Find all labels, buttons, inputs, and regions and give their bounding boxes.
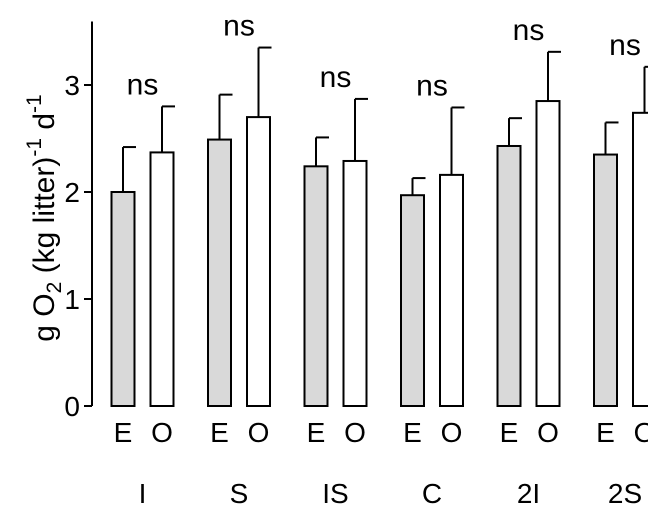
y-tick-label: 0	[64, 391, 80, 422]
bar	[593, 153, 618, 407]
significance-label: ns	[223, 10, 255, 43]
x-sublabel: E	[596, 417, 615, 448]
significance-label: ns	[320, 61, 352, 94]
bar	[496, 144, 522, 408]
x-sublabel: O	[634, 417, 648, 448]
x-sublabel: O	[344, 417, 366, 448]
x-sublabel: E	[500, 417, 519, 448]
y-tick-label: 2	[64, 177, 80, 208]
bar	[207, 138, 232, 407]
bar	[110, 191, 136, 407]
x-sublabel: O	[441, 417, 463, 448]
bar	[149, 151, 175, 407]
category-label: I	[139, 478, 147, 509]
bar	[303, 165, 329, 407]
y-tick-label: 1	[64, 284, 80, 315]
x-sublabel: O	[248, 417, 270, 448]
y-tick-label: 3	[64, 70, 80, 101]
significance-label: ns	[127, 68, 159, 101]
category-label: C	[422, 478, 442, 509]
category-label: S	[230, 478, 249, 509]
significance-label: ns	[513, 14, 545, 47]
bar	[246, 116, 271, 407]
bar	[632, 111, 648, 407]
category-label: 2I	[517, 478, 540, 509]
x-sublabel: E	[210, 417, 229, 448]
bar	[439, 173, 464, 407]
x-sublabel: E	[403, 417, 422, 448]
x-sublabel: O	[151, 417, 173, 448]
bar	[535, 100, 561, 408]
category-label: 2S	[608, 478, 642, 509]
x-sublabel: E	[114, 417, 133, 448]
significance-label: ns	[609, 29, 641, 62]
bar	[342, 159, 368, 407]
bar	[400, 194, 425, 407]
significance-label: ns	[416, 69, 448, 102]
x-sublabel: O	[537, 417, 559, 448]
x-sublabel: E	[307, 417, 326, 448]
category-label: IS	[322, 478, 348, 509]
y-axis-label: g O2 (kg litter)-1 d-1	[23, 94, 66, 341]
